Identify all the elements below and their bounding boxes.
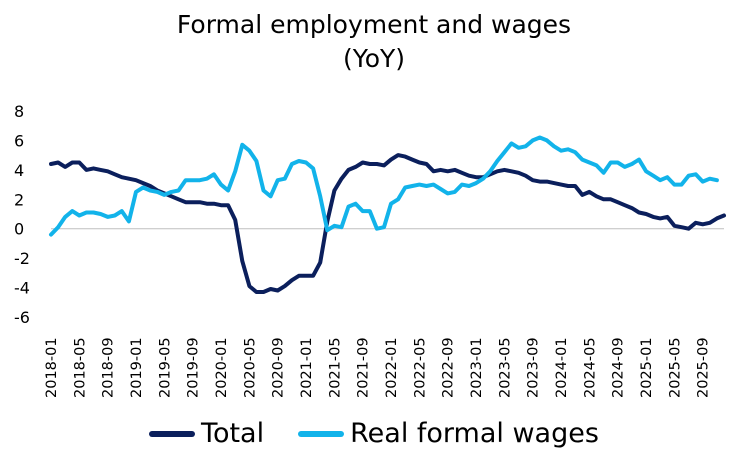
x-tick-label: 2019-05 (157, 337, 173, 398)
x-tick-label: 2019-01 (129, 337, 145, 398)
legend-swatch-total (149, 431, 196, 437)
x-tick-label: 2020-05 (242, 337, 258, 398)
x-tick-label: 2025-01 (639, 337, 655, 398)
series-line-real-formal-wages (49, 135, 719, 237)
x-tick-label: 2022-09 (441, 337, 457, 398)
x-tick-label: 2025-05 (667, 337, 683, 398)
x-tick-label: 2019-09 (186, 337, 202, 398)
y-axis: -6 -4 -2 0 2 4 6 8 (14, 102, 30, 327)
x-tick-label: 2022-01 (384, 337, 400, 398)
x-tick-label: 2018-01 (44, 337, 60, 398)
y-tick-label: -2 (14, 249, 30, 268)
y-tick-label: 4 (14, 161, 24, 180)
legend-item-total: Total (149, 418, 264, 450)
x-tick-label: 2021-05 (327, 337, 343, 398)
x-tick-label: 2021-09 (356, 337, 372, 398)
y-tick-label: 8 (14, 102, 24, 121)
x-tick-label: 2021-01 (299, 337, 315, 398)
chart-subtitle: (YoY) (342, 44, 406, 73)
x-tick-label: 2018-09 (101, 337, 117, 398)
y-tick-label: -4 (14, 279, 30, 298)
x-tick-label: 2024-09 (611, 337, 627, 398)
x-axis: 2018-01 2018-05 2018-09 2019-01 2019-05 2019-… (44, 337, 712, 398)
legend-item-real-formal-wages: Real formal wages (298, 418, 599, 450)
legend-label-real-formal-wages: Real formal wages (350, 418, 599, 449)
legend-swatch-real-formal-wages (298, 431, 345, 437)
x-tick-label: 2023-09 (526, 337, 542, 398)
x-tick-label: 2022-05 (412, 337, 428, 398)
x-tick-label: 2025-09 (696, 337, 712, 398)
chart-title: Formal employment and wages (176, 10, 572, 39)
x-tick-label: 2018-05 (72, 337, 88, 398)
y-tick-label: -6 (14, 308, 30, 327)
series-lines (49, 135, 726, 294)
series-line-total (49, 153, 726, 294)
x-tick-label: 2024-01 (554, 337, 570, 398)
x-tick-label: 2023-05 (497, 337, 513, 398)
chart-title-block: Formal employment and wages (YoY) (0, 8, 748, 76)
y-tick-label: 2 (14, 190, 24, 209)
x-tick-label: 2020-09 (271, 337, 287, 398)
x-tick-label: 2024-05 (582, 337, 598, 398)
x-tick-label: 2020-01 (214, 337, 230, 398)
y-tick-label: 6 (14, 131, 24, 150)
y-tick-label: 0 (14, 220, 24, 239)
x-tick-label: 2023-01 (469, 337, 485, 398)
legend: Total Real formal wages (0, 418, 748, 450)
legend-label-total: Total (201, 418, 265, 449)
